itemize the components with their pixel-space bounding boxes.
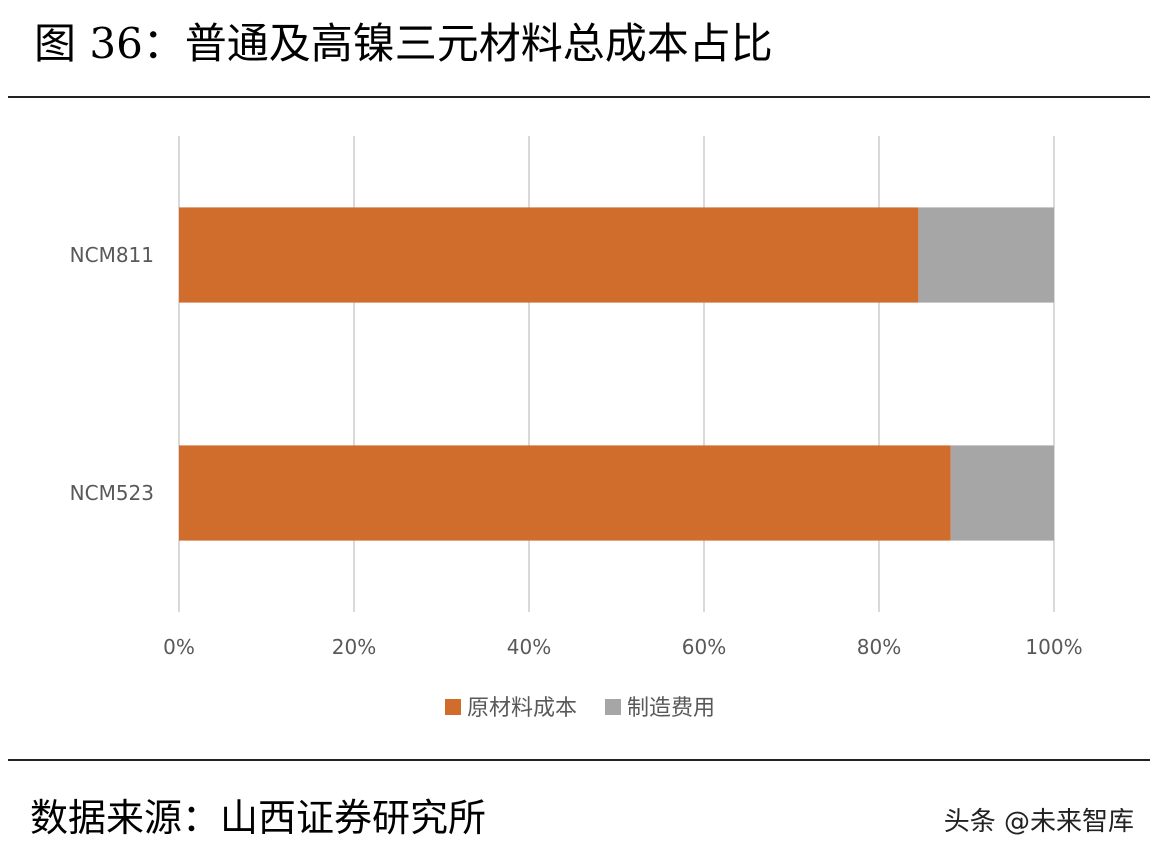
x-tick-label: 40% [507,635,551,659]
x-tick-label: 80% [857,635,901,659]
x-tick-label: 0% [163,635,195,659]
data-source: 数据来源：山西证券研究所 [30,796,487,840]
bar-segment [918,207,1054,303]
legend-swatch [445,699,461,715]
x-tick-label: 100% [1025,635,1082,659]
bar-segment [179,445,951,541]
figure-title: 图 36：普通及高镍三元材料总成本占比 [34,19,773,68]
x-tick-label: 60% [682,635,726,659]
top-rule [8,96,1150,98]
bar-segment [950,445,1054,541]
bottom-rule [8,759,1150,761]
category-label: NCM811 [70,243,154,267]
category-label: NCM523 [70,481,154,505]
legend-label: 制造费用 [627,696,715,721]
legend-label: 原材料成本 [467,696,577,721]
watermark: 头条 @未来智库 [943,807,1134,837]
x-tick-label: 20% [332,635,376,659]
legend-swatch [605,699,621,715]
bar-segment [179,207,919,303]
stacked-bar-chart: 0% 20% 40% 60% 80% 100% NCM811 NCM523 原材料成本 制造费用 [70,136,1083,721]
